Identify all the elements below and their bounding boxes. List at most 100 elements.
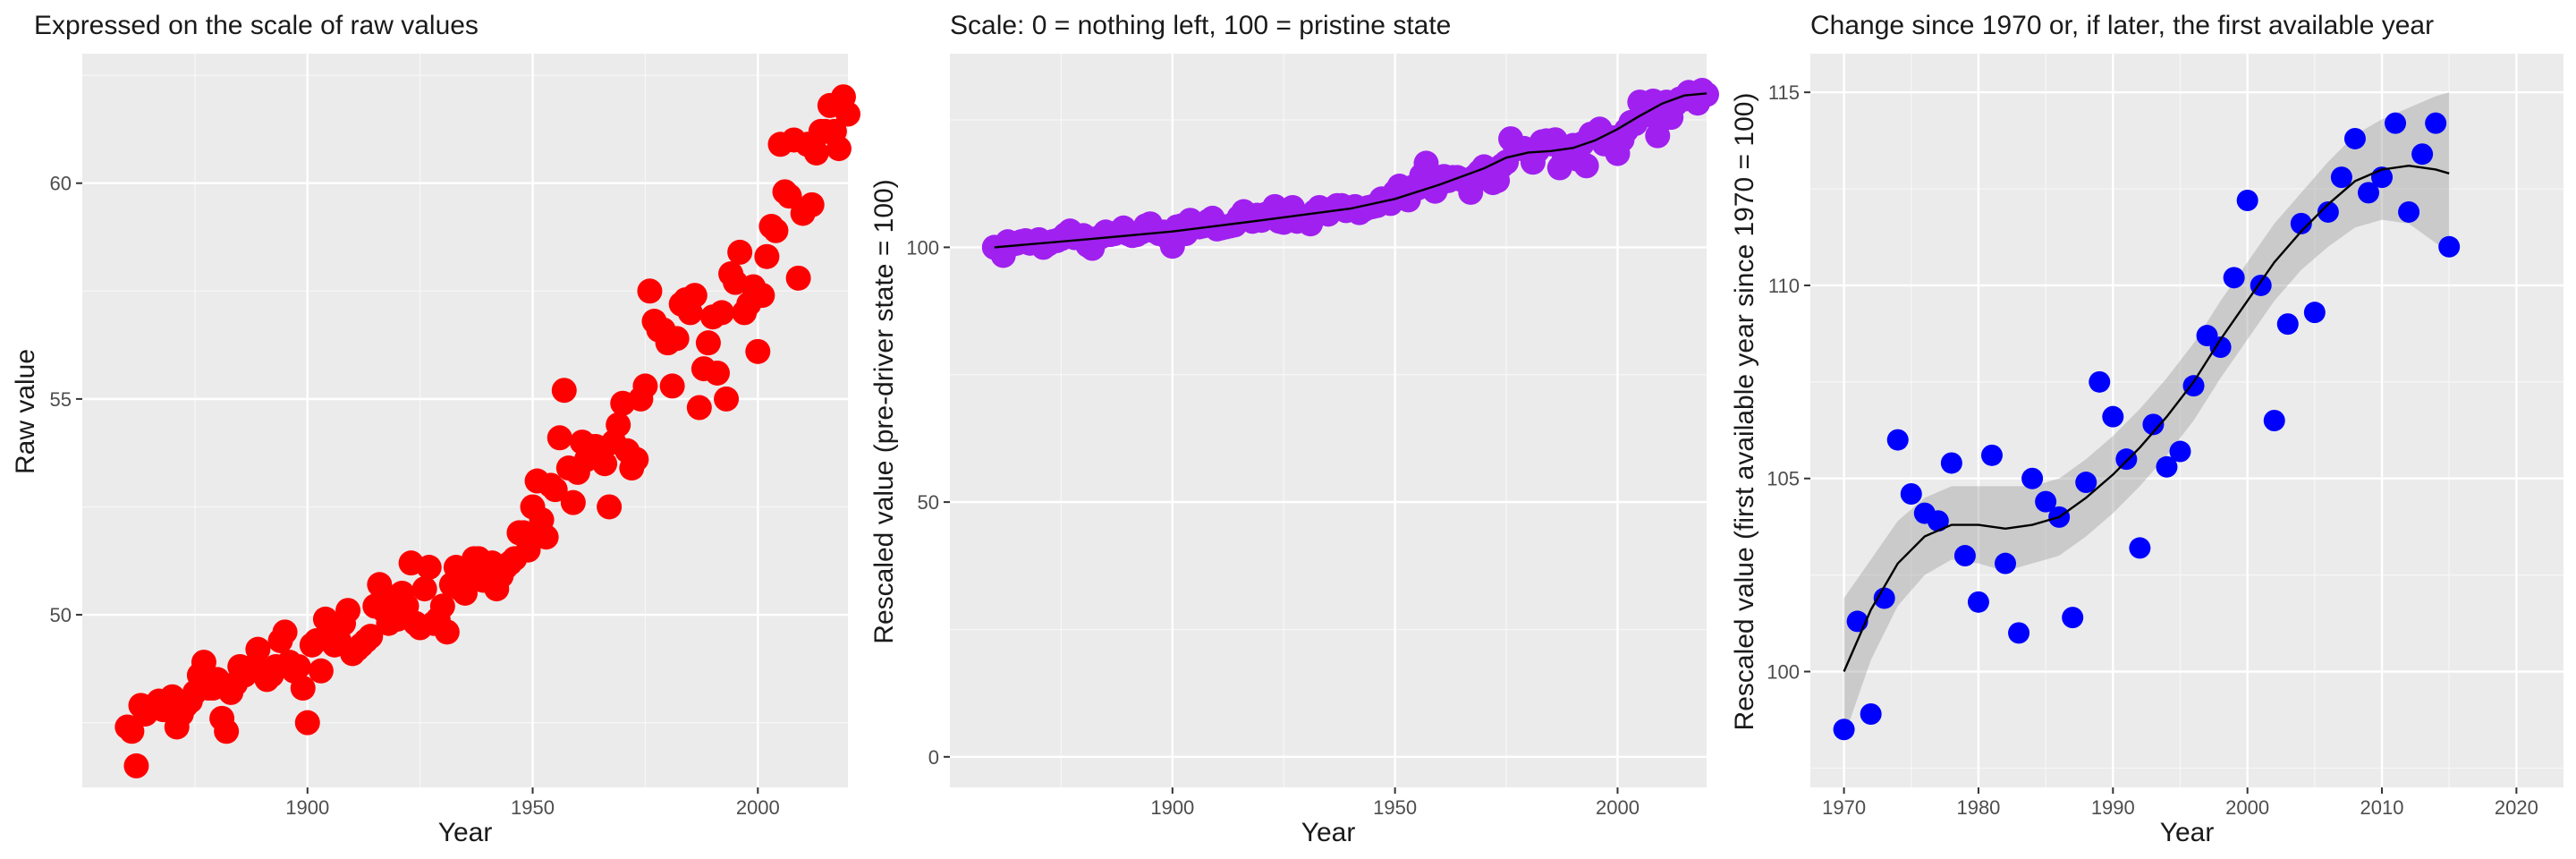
data-point — [272, 619, 298, 645]
data-point — [623, 447, 649, 472]
data-point — [2357, 182, 2379, 204]
data-point — [515, 537, 541, 563]
chart-panel-3: Change since 1970 or, if later, the firs… — [1730, 11, 2563, 847]
x-tick-label: 2000 — [2225, 796, 2269, 819]
data-point — [2411, 143, 2434, 166]
y-tick-label: 60 — [50, 173, 72, 195]
confidence-band — [1843, 92, 2450, 737]
data-point — [1900, 483, 1922, 505]
data-point — [1940, 452, 1962, 474]
data-point — [2035, 490, 2057, 513]
data-point — [637, 278, 663, 304]
data-point — [826, 136, 852, 162]
data-point — [664, 326, 690, 352]
x-tick-label: 1980 — [1956, 796, 2000, 819]
data-point — [2115, 448, 2138, 471]
data-point — [1967, 591, 1989, 613]
data-point — [290, 676, 316, 702]
data-point — [547, 425, 572, 451]
data-point — [1573, 153, 1599, 179]
chart-panel-2: Scale: 0 = nothing left, 100 = pristine … — [869, 11, 1719, 847]
chart-title: Change since 1970 or, if later, the firs… — [1810, 11, 2434, 40]
data-point — [551, 378, 577, 404]
panel-background — [1810, 54, 2563, 787]
data-point — [2425, 112, 2447, 134]
data-point — [695, 330, 721, 356]
x-tick-label: 1970 — [1822, 796, 1866, 819]
plot-area — [1810, 54, 2563, 787]
y-tick-label: 55 — [50, 388, 72, 411]
data-point — [358, 624, 384, 650]
x-tick-label: 2020 — [2495, 796, 2538, 819]
data-point — [709, 300, 735, 326]
data-point — [2223, 267, 2245, 289]
data-point — [2276, 313, 2299, 336]
data-point — [119, 719, 145, 744]
data-point — [835, 101, 860, 127]
data-point — [2290, 212, 2312, 234]
data-point — [335, 598, 361, 624]
data-point — [560, 489, 586, 515]
data-point — [803, 140, 829, 166]
data-point — [2021, 467, 2044, 489]
y-tick-label: 50 — [50, 604, 72, 626]
data-point — [750, 283, 775, 309]
data-point — [785, 265, 811, 291]
data-point — [2236, 190, 2258, 211]
data-point — [745, 338, 771, 364]
data-point — [2182, 375, 2205, 397]
y-axis-label: Rescaled value (pre-driver state = 100) — [869, 179, 899, 643]
data-point — [682, 283, 708, 309]
data-point — [245, 636, 271, 662]
data-point — [416, 555, 442, 580]
data-point — [1927, 510, 1949, 532]
y-axis-label: Rescaled value (first available year sin… — [1730, 93, 1759, 731]
data-point — [632, 373, 658, 399]
data-point — [191, 650, 216, 676]
data-point — [1953, 545, 1976, 567]
x-tick-label: 1950 — [1373, 796, 1417, 819]
data-point — [2156, 455, 2178, 478]
data-point — [2398, 200, 2420, 223]
x-tick-label: 1900 — [1150, 796, 1194, 819]
data-point — [2330, 166, 2352, 189]
y-tick-label: 100 — [906, 236, 939, 259]
x-axis-label: Year — [1301, 818, 1356, 847]
data-point — [285, 653, 311, 679]
x-tick-label: 1900 — [285, 796, 329, 819]
data-point — [754, 243, 780, 269]
data-point — [1980, 444, 2003, 466]
y-tick-label: 0 — [928, 746, 939, 769]
data-point — [2169, 440, 2191, 463]
data-point — [597, 494, 623, 520]
y-axis-label: Raw value — [11, 349, 40, 474]
data-point — [429, 593, 455, 619]
data-point — [214, 719, 240, 744]
data-point — [2317, 200, 2339, 223]
chart-panel-1: Expressed on the scale of raw values Yea… — [11, 11, 860, 847]
data-point — [2129, 537, 2151, 559]
data-point — [2075, 472, 2097, 494]
data-point — [1860, 703, 1882, 725]
data-point — [542, 477, 568, 503]
trend-line — [994, 92, 1707, 249]
x-tick-label: 2000 — [736, 796, 780, 819]
data-point — [714, 386, 740, 412]
data-point — [2385, 112, 2407, 134]
data-point — [1833, 719, 1855, 741]
chart-title: Expressed on the scale of raw values — [34, 11, 479, 40]
x-axis-label: Year — [438, 818, 493, 847]
data-point — [2209, 336, 2232, 358]
x-tick-label: 1950 — [511, 796, 555, 819]
y-tick-label: 50 — [918, 491, 939, 514]
data-point — [1995, 552, 2017, 574]
data-point — [799, 191, 825, 217]
data-point — [308, 658, 334, 684]
data-point — [2438, 235, 2461, 258]
data-point — [434, 619, 460, 645]
data-point — [776, 183, 802, 209]
data-point — [592, 451, 618, 477]
data-point — [2343, 127, 2366, 149]
data-point — [123, 753, 149, 778]
